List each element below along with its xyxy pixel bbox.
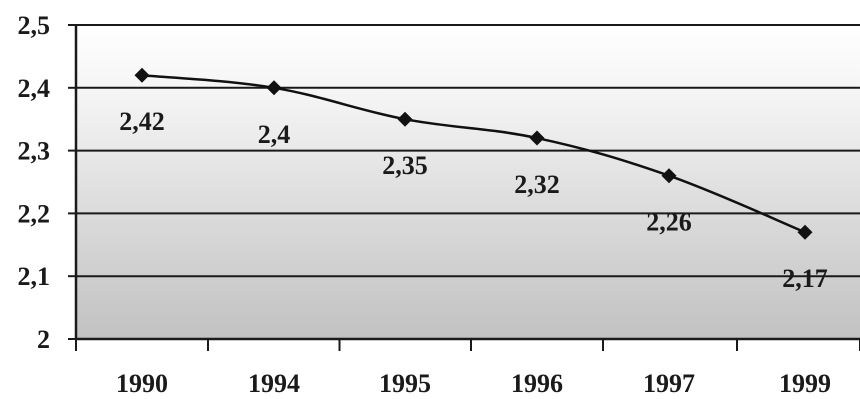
x-axis-ticks: 1990 1994 1995 1996 1997 1999 xyxy=(75,339,860,398)
data-point-marker xyxy=(266,80,282,96)
x-tick-label: 1995 xyxy=(379,369,431,398)
data-point-marker xyxy=(397,111,413,127)
x-tick-label: 1997 xyxy=(643,369,695,398)
data-label: 2,17 xyxy=(782,264,828,293)
y-tick-label: 2,2 xyxy=(18,199,51,228)
data-label: 2,4 xyxy=(258,120,291,149)
y-tick-label: 2,5 xyxy=(18,11,51,40)
data-label: 2,35 xyxy=(382,151,428,180)
x-tick-label: 1990 xyxy=(116,369,168,398)
data-point-marker xyxy=(797,224,813,240)
data-labels: 2,42 2,4 2,35 2,32 2,26 2,17 xyxy=(119,107,828,293)
plot-area xyxy=(76,25,860,339)
x-tick-label: 1996 xyxy=(511,369,563,398)
data-label: 2,26 xyxy=(646,208,692,237)
x-tick-label: 1999 xyxy=(779,369,831,398)
data-point-marker xyxy=(661,168,677,184)
data-label: 2,42 xyxy=(119,107,165,136)
y-tick-label: 2,3 xyxy=(18,137,51,166)
y-tick-label: 2 xyxy=(37,325,50,354)
y-tick-label: 2,1 xyxy=(18,262,51,291)
data-label: 2,32 xyxy=(514,170,560,199)
axes xyxy=(74,25,860,341)
y-axis-ticks: 2 2,1 2,2 2,3 2,4 2,5 xyxy=(18,11,76,354)
x-tick-label: 1994 xyxy=(248,369,300,398)
series-line xyxy=(141,73,806,234)
data-markers xyxy=(134,67,813,240)
gridlines xyxy=(76,24,860,278)
y-tick-label: 2,4 xyxy=(18,74,51,103)
data-point-marker xyxy=(529,130,545,146)
data-point-marker xyxy=(134,67,150,83)
